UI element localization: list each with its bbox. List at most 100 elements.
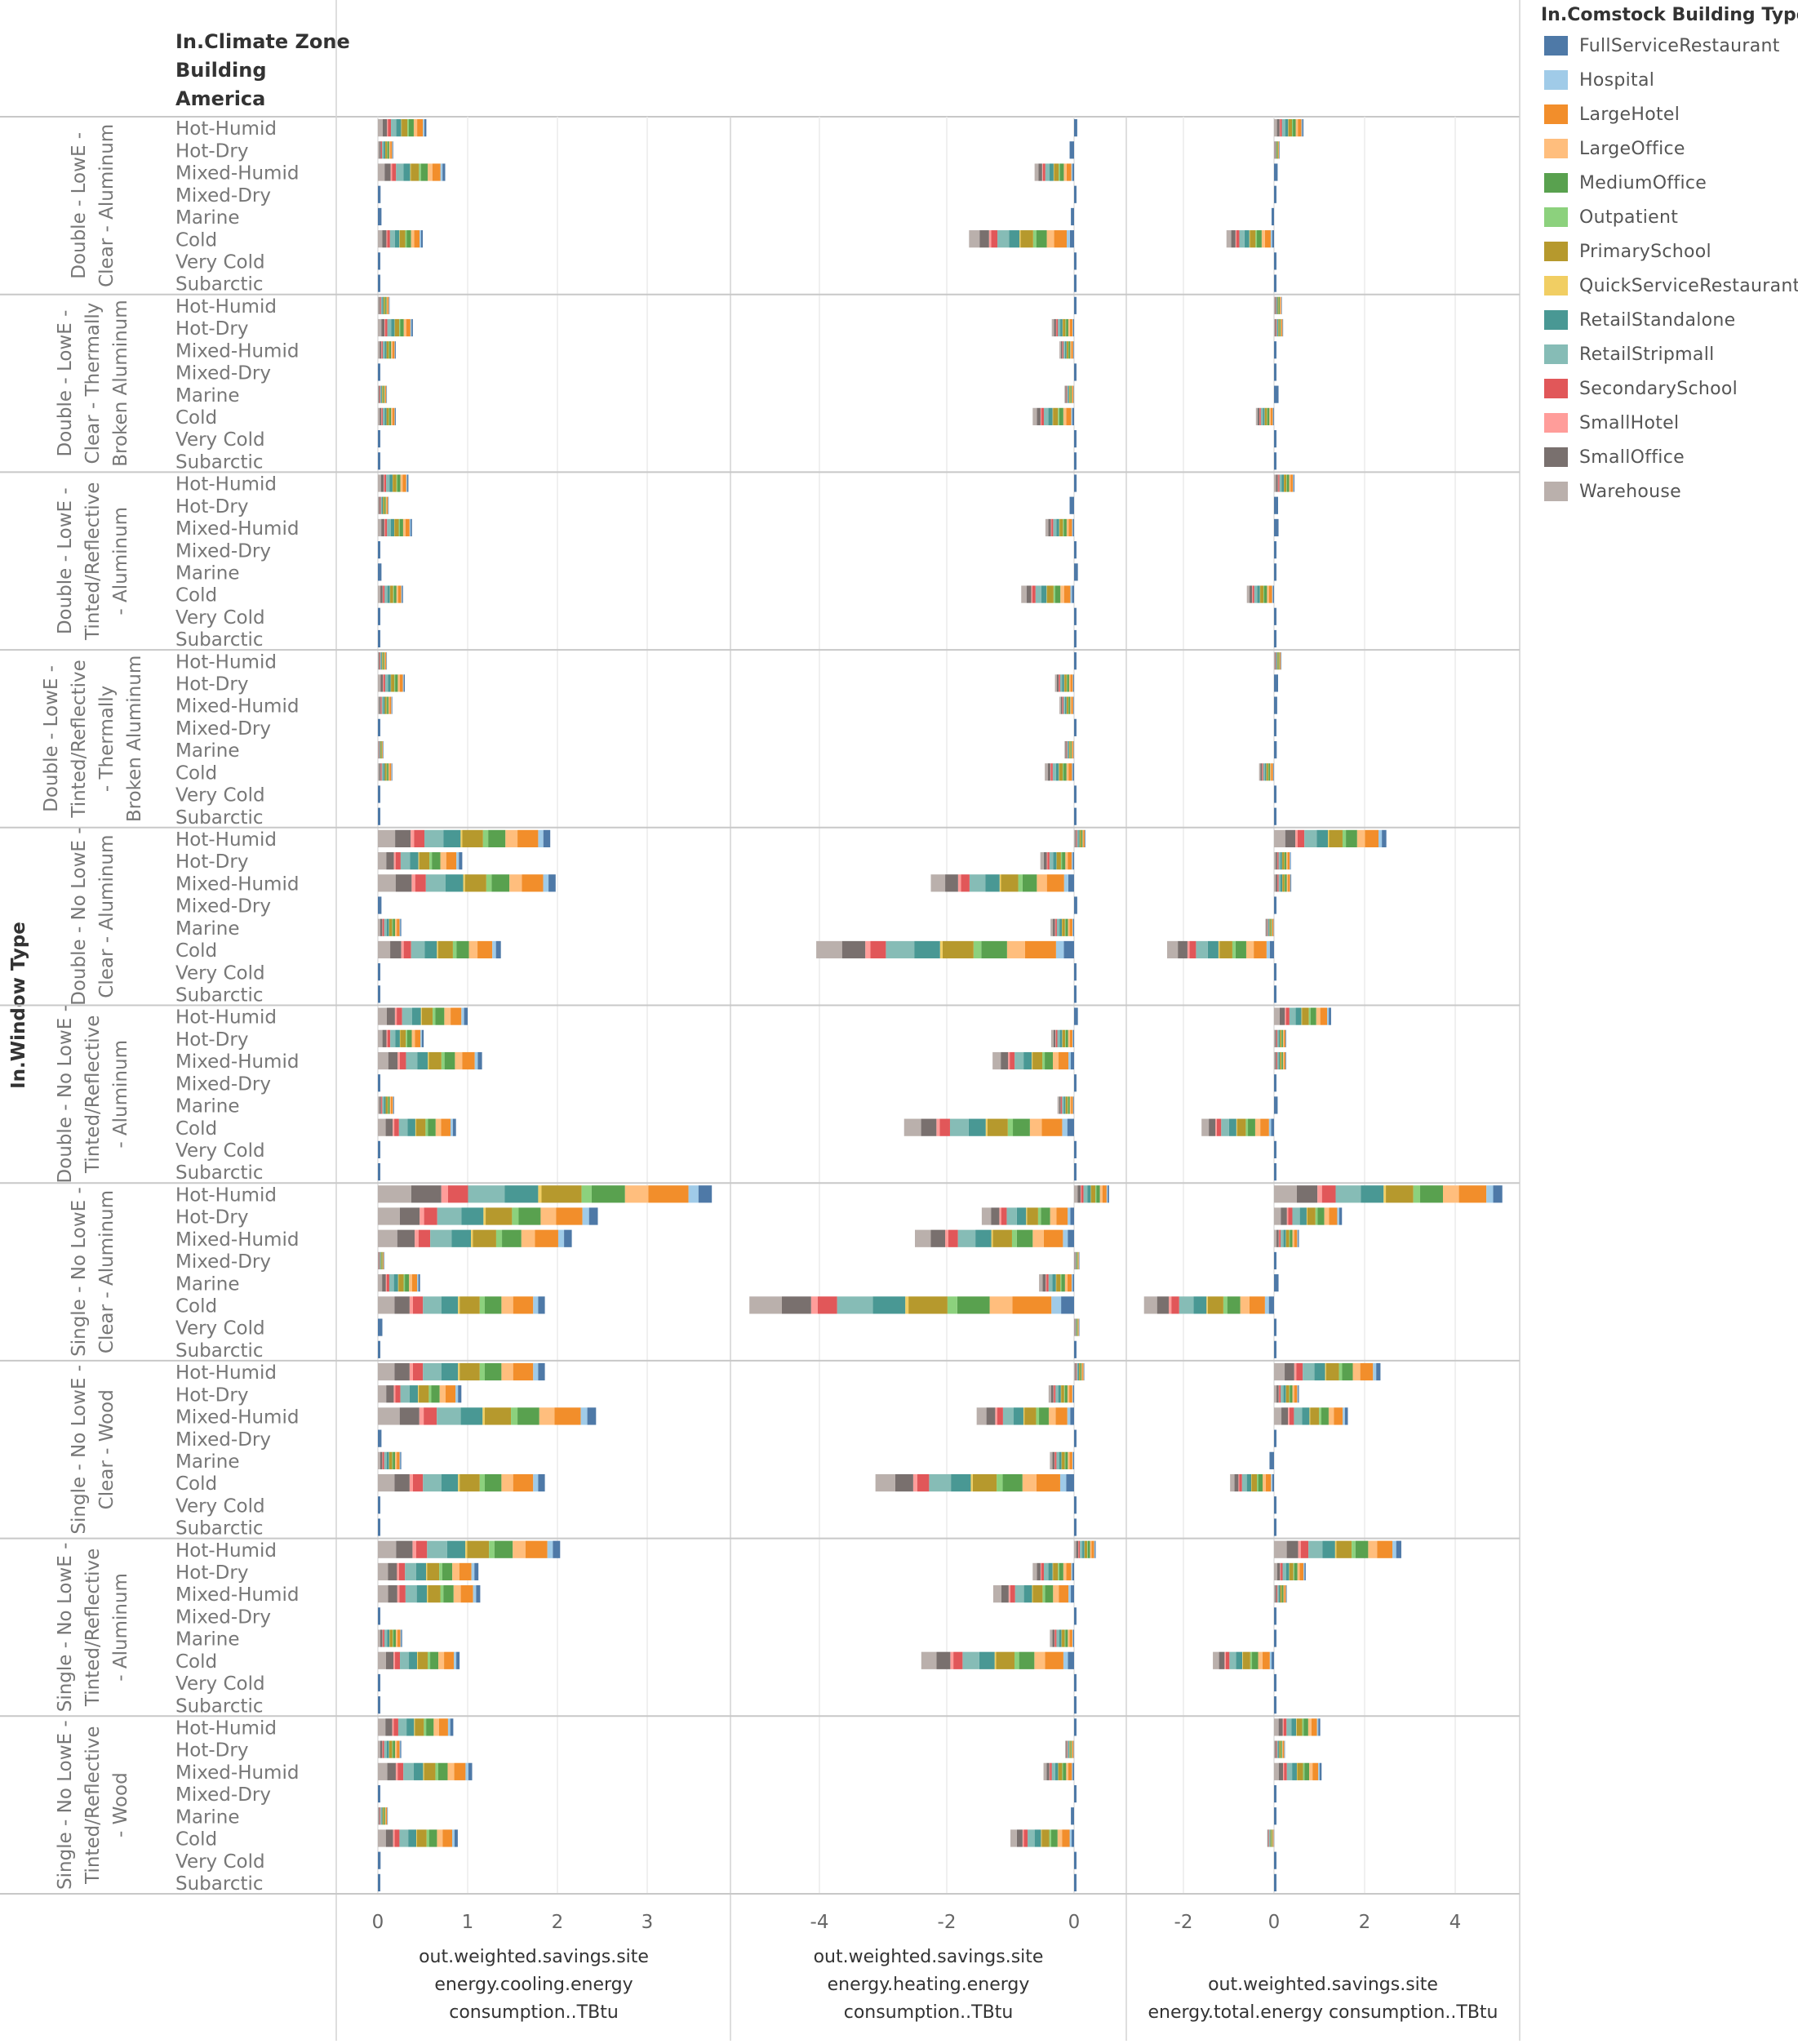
bar-segment [1056,1629,1059,1647]
bar-segment [381,385,383,403]
bar-segment [1274,1385,1277,1403]
bar-segment [428,163,433,181]
climate-zone-label: Hot-Humid [175,1007,277,1029]
bar-segment [1269,1651,1272,1669]
bar-segment [1068,385,1070,403]
bar-segment [383,585,385,603]
bar-segment [378,1274,383,1292]
bar-segment [1288,874,1290,892]
bar-segment [557,1229,565,1247]
climate-zone-label: Subarctic [175,807,264,829]
bar-segment [378,1829,386,1847]
legend-item[interactable]: QuickServiceRestaurant [1541,269,1798,303]
bar-segment [1284,1051,1285,1070]
bar-segment [386,1274,389,1292]
bar-segment [387,1807,388,1825]
bar-segment [1063,674,1065,692]
legend-item[interactable]: Outpatient [1541,200,1798,234]
bar-segment [393,1829,395,1847]
bar-segment [451,1229,472,1247]
bar-segment [486,874,492,892]
bar-segment [543,874,549,892]
bar-segment [1063,1651,1068,1669]
bar-segment [1242,1651,1250,1669]
bar-segment [383,1629,385,1647]
bar-segment [1074,785,1077,803]
bar-segment [378,1518,380,1536]
bar-segment [979,230,989,248]
legend-item[interactable]: FullServiceRestaurant [1541,29,1798,63]
bar-segment [1267,918,1269,936]
climate-zone-label: Hot-Humid [175,1362,277,1384]
bar-segment [389,918,393,936]
axis-title: out.weighted.savings.site [1208,1975,1438,1995]
bar-segment [1274,1540,1287,1558]
bar-segment [378,918,380,936]
column-header-line-1: In.Climate Zone [175,30,350,53]
bar-segment [382,1629,384,1647]
bar-segment [1053,518,1057,537]
bar-segment [442,1562,453,1581]
bar-segment [411,518,412,537]
bar-segment [382,407,385,425]
bar-segment [1274,274,1276,292]
climate-zone-label: Hot-Dry [175,1029,248,1051]
bar-segment [1048,1274,1053,1292]
bar-segment [409,1362,413,1381]
bar-segment [420,1007,422,1025]
bar-segment [1300,1540,1309,1558]
bar-segment [387,763,389,781]
bar-segment [1063,874,1068,892]
bar-segment [1281,1207,1287,1225]
legend-item[interactable]: MediumOffice [1541,166,1798,200]
bar-segment [1062,674,1064,692]
bar-segment [462,829,483,848]
legend-item[interactable]: LargeOffice [1541,131,1798,166]
bar-segment [1276,119,1280,137]
legend-item[interactable]: Hospital [1541,63,1798,97]
bar-segment [378,718,380,736]
bar-segment [378,1140,380,1158]
legend-item[interactable]: LargeHotel [1541,97,1798,131]
bar-segment [397,1229,415,1247]
bar-segment [443,829,461,848]
bar-segment [1041,1118,1063,1136]
legend-item[interactable]: SecondarySchool [1541,371,1798,406]
bar-segment [385,1096,388,1114]
bar-segment [1267,1829,1269,1847]
bar-segment [1087,1540,1090,1558]
legend-item[interactable]: RetailStandalone [1541,303,1798,337]
bar-segment [386,652,387,670]
bar-segment [1262,763,1263,781]
bar-segment [418,1651,428,1669]
legend-item[interactable]: SmallHotel [1541,406,1798,440]
bar-segment [385,1274,387,1292]
bar-segment [378,607,380,625]
bar-segment [1075,1318,1077,1336]
legend-item[interactable]: SmallOffice [1541,440,1798,474]
bar-segment [392,163,397,181]
bar-segment [392,1740,393,1758]
legend-item[interactable]: PrimarySchool [1541,234,1798,269]
bar-segment [418,1385,420,1403]
bar-segment [1074,1140,1077,1158]
bar-segment [517,829,539,848]
bar-segment [1020,230,1033,248]
bar-segment [393,1629,396,1647]
bar-segment [903,1118,921,1136]
climate-zone-label: Marine [175,562,240,584]
legend-item[interactable]: Warehouse [1541,474,1798,509]
bar-segment [1023,1829,1028,1847]
bar-segment [1281,1585,1282,1603]
bar-segment [381,763,384,781]
bar-segment [1307,1718,1312,1736]
window-type-label: Double - No LowE - [55,1005,76,1183]
bar-segment [378,318,382,337]
bar-segment [1078,829,1080,848]
bar-segment [1052,407,1054,425]
bar-segment [1263,585,1265,603]
legend-item[interactable]: RetailStripmall [1541,337,1798,371]
bar-segment [939,940,943,959]
bar-segment [380,1629,383,1647]
bar-segment [1262,1651,1270,1669]
